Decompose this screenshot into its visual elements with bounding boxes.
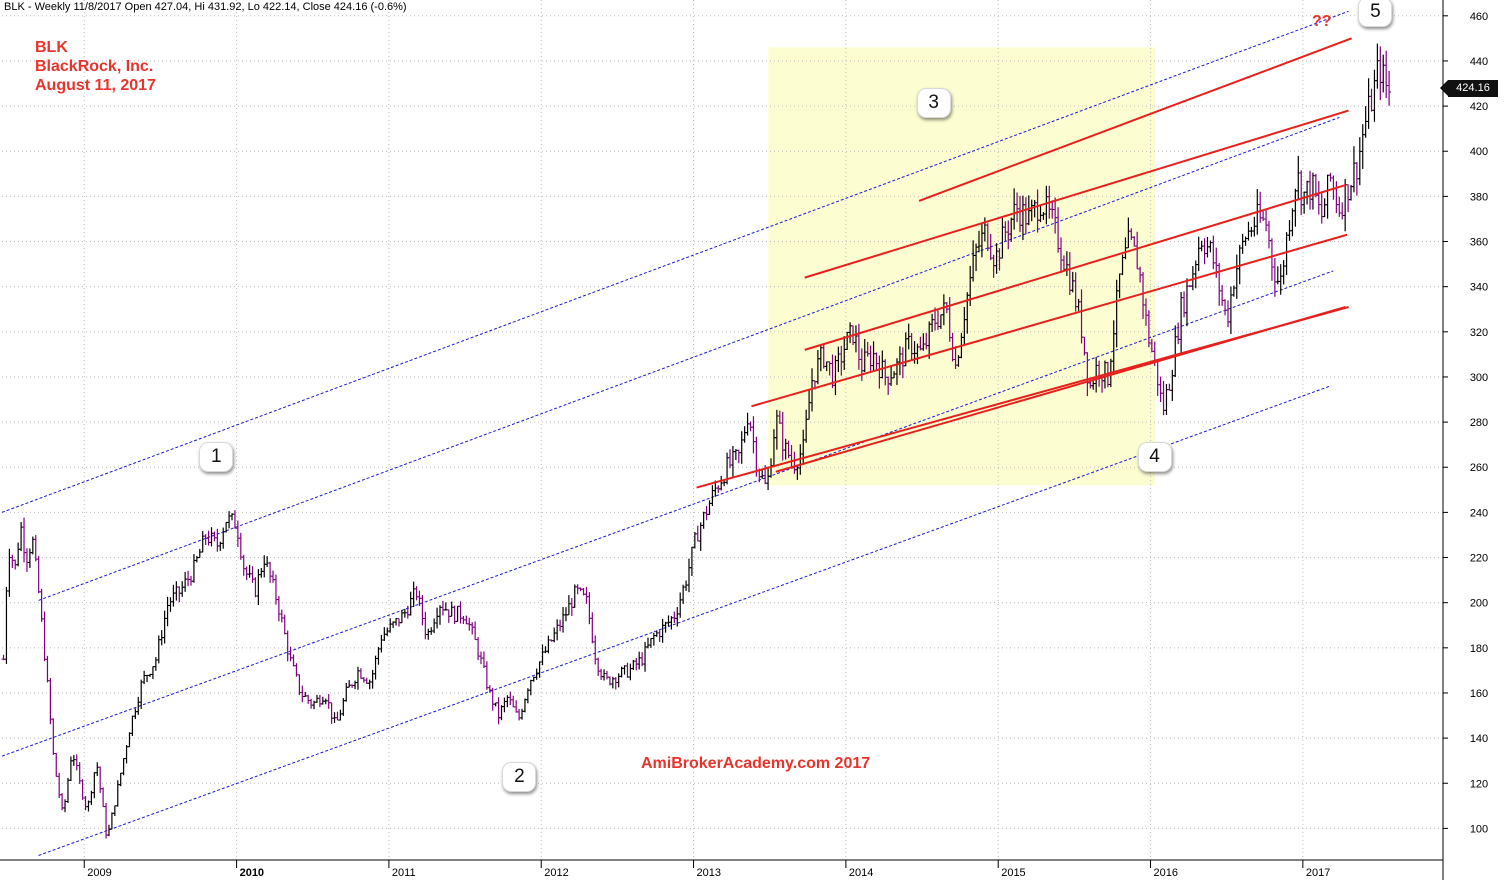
wave-label-1: 1 — [199, 441, 234, 472]
blue-channel-line — [38, 385, 1331, 856]
red-channel-line — [918, 37, 1352, 202]
ticker-title: BLK — [35, 39, 68, 56]
x-tick-label: 2011 — [392, 867, 416, 879]
y-tick-label: 460 — [1470, 11, 1488, 23]
x-tick-label: 2009 — [87, 867, 111, 879]
blue-channel-line — [1, 10, 1349, 513]
highlight-zone — [768, 47, 1156, 486]
wave-label-4: 4 — [1137, 441, 1172, 472]
watermark-text: AmiBrokerAcademy.com 2017 — [641, 755, 871, 772]
highlight-zone-group — [768, 47, 1156, 486]
y-tick-label: 400 — [1470, 146, 1488, 158]
y-tick-label: 380 — [1470, 191, 1488, 203]
wave-label-2: 2 — [502, 762, 537, 793]
blue-channel-group — [1, 10, 1349, 856]
x-tick-label: 2014 — [849, 867, 873, 879]
ohlc-bars-group — [1, 43, 1392, 839]
x-tick-label: 2017 — [1306, 867, 1330, 879]
blue-channel-line — [38, 116, 1340, 601]
y-tick-label: 320 — [1470, 327, 1488, 339]
red-channel-line — [804, 184, 1346, 351]
x-tick-label: 2012 — [544, 867, 568, 879]
y-tick-label: 360 — [1470, 237, 1488, 249]
y-tick-label: 100 — [1470, 823, 1488, 835]
y-tick-label: 440 — [1470, 56, 1488, 68]
question-annotation: ?? — [1312, 13, 1332, 30]
x-tick-label: 2013 — [697, 867, 721, 879]
y-tick-label: 260 — [1470, 462, 1488, 474]
red-channel-group — [696, 37, 1352, 489]
x-tick-label: 2015 — [1001, 867, 1025, 879]
symbol-quote-header: BLK - Weekly 11/8/2017 Open 427.04, Hi 4… — [4, 1, 407, 13]
date-title: August 11, 2017 — [35, 77, 156, 94]
grid-group — [2, 0, 1443, 860]
red-channel-line — [751, 233, 1348, 408]
y-tick-label: 180 — [1470, 643, 1488, 655]
last-price-badge: 424.16 — [1440, 80, 1498, 97]
y-tick-label: 280 — [1470, 417, 1488, 429]
y-tick-label: 120 — [1470, 778, 1488, 790]
y-tick-label: 200 — [1470, 598, 1488, 610]
red-channel-line — [804, 109, 1349, 279]
y-tick-label: 160 — [1470, 688, 1488, 700]
y-tick-label: 240 — [1470, 507, 1488, 519]
y-tick-label: 420 — [1470, 101, 1488, 113]
y-tick-label: 300 — [1470, 372, 1488, 384]
x-tick-label: 2010 — [240, 867, 264, 879]
wave-label-3: 3 — [916, 87, 951, 118]
blue-channel-line — [1, 270, 1334, 757]
wave-label-5: 5 — [1358, 0, 1393, 28]
company-title: BlackRock, Inc. — [35, 58, 154, 75]
y-tick-label: 220 — [1470, 553, 1488, 565]
chart-title-block: BLK BlackRock, Inc. August 11, 2017 — [35, 38, 156, 95]
red-channel-line — [775, 306, 1346, 473]
x-tick-label: 2016 — [1154, 867, 1178, 879]
y-tick-label: 140 — [1470, 733, 1488, 745]
y-tick-label: 340 — [1470, 282, 1488, 294]
